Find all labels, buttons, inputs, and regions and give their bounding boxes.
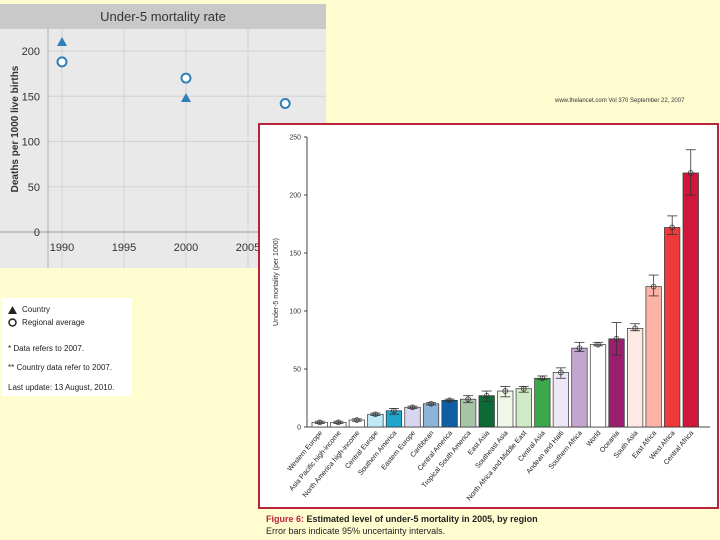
left-point-country: [181, 93, 191, 103]
right-bars: [311, 149, 699, 428]
bar-central-africa: [682, 172, 699, 428]
circle-icon: [8, 318, 17, 328]
right-y-tick-label: 0: [297, 425, 301, 432]
right-y-ticks: 0 50 100 150 200 250: [289, 135, 307, 432]
bar-world: [589, 344, 607, 428]
legend-country-label: Country: [22, 305, 51, 314]
legend-note-1: * Data refers to 2007.: [8, 344, 85, 353]
estimate-point: [372, 411, 379, 418]
right-y-tick-label: 250: [289, 135, 301, 142]
bar-central-asia: [534, 377, 551, 428]
estimate-point: [687, 170, 694, 176]
left-y-tick-label: 200: [22, 46, 40, 58]
figure-caption: Figure 6: Estimated level of under-5 mor…: [266, 514, 538, 537]
legend-note-2: ** Country data refer to 2007.: [8, 363, 113, 372]
estimate-point: [539, 375, 546, 382]
figure-subtitle: Error bars indicate 95% uncertainty inte…: [266, 525, 446, 536]
bar-caribbean: [422, 403, 440, 428]
bar-north-africa-and-middle-east: [515, 388, 532, 428]
left-x-tick-label: 1995: [112, 242, 136, 254]
estimate-point: [632, 325, 638, 332]
bar-south-asia: [627, 328, 644, 428]
left-y-tick-label: 50: [28, 182, 40, 194]
legend-panel: Country Regional average * Data refers t…: [2, 298, 132, 396]
estimate-point: [391, 407, 397, 414]
caption-line-1: Figure 6: Estimated level of under-5 mor…: [266, 514, 538, 526]
x-label-southern-africa: Southern Africa: [548, 430, 584, 471]
estimate-point: [650, 283, 657, 290]
left-x-tick-label: 2005: [236, 242, 260, 254]
estimate-point: [409, 404, 416, 411]
estimate-point: [465, 396, 471, 402]
left-x-tick-label: 2000: [174, 242, 198, 254]
estimate-point: [669, 224, 676, 231]
legend-country: Country: [8, 305, 50, 315]
right-y-tick-label: 150: [289, 251, 301, 258]
estimate-point: [595, 341, 601, 348]
right-chart-frame: 0 50 100 150 200 250 Western Europe Asia Pacif…: [258, 123, 719, 509]
left-y-axis-label: Deaths per 1000 live births: [10, 65, 21, 192]
estimate-point: [354, 417, 360, 423]
figure-label: Figure 6:: [266, 514, 305, 524]
left-point-regional: [180, 72, 192, 84]
left-x-ticks: 1990 1995 2000 2005: [50, 242, 260, 254]
bar-central-america: [441, 399, 458, 428]
left-point-regional: [56, 56, 68, 68]
right-y-tick-label: 50: [293, 367, 301, 374]
right-y-axis-label: Under-5 mortality (per 1000): [273, 238, 280, 326]
right-y-tick-label: 200: [289, 193, 301, 200]
left-points: [56, 36, 291, 109]
left-chart-title-text: Under-5 mortality rate: [100, 9, 226, 24]
estimate-point: [502, 388, 509, 394]
journal-citation: www.thelancet.com Vol 370 September 22, …: [555, 98, 685, 104]
left-point-regional: [279, 97, 291, 109]
estimate-point: [428, 400, 434, 407]
estimate-point: [520, 385, 527, 392]
bar-west-africa: [664, 227, 681, 428]
bar-eastern-europe: [404, 406, 421, 428]
estimate-point: [316, 419, 323, 426]
left-chart-title: Under-5 mortality rate: [0, 4, 326, 29]
legend-regional: Regional average: [8, 318, 85, 328]
x-label-central-europe: Central Europe: [344, 430, 380, 471]
bar-east-africa: [645, 286, 662, 428]
estimate-point: [576, 345, 583, 351]
figure-title: Estimated level of under-5 mortality in …: [306, 514, 538, 524]
right-y-tick-label: 100: [289, 309, 301, 316]
legend-last-update: Last update: 13 August, 2010.: [8, 383, 115, 392]
x-label-world: World: [585, 430, 602, 448]
bar-tropical-south-america: [460, 398, 477, 428]
triangle-icon: [8, 305, 17, 314]
estimate-point: [446, 397, 453, 404]
legend-regional-label: Regional average: [22, 318, 85, 327]
left-point-country: [57, 36, 67, 46]
estimate-point: [613, 336, 620, 342]
bar-andean-and-haiti: [552, 372, 569, 428]
left-y-tick-label: 0: [34, 227, 40, 239]
estimate-point: [558, 369, 564, 376]
estimate-point: [335, 419, 342, 426]
estimate-point: [483, 392, 490, 399]
left-y-tick-label: 150: [22, 91, 40, 103]
left-y-tick-label: 100: [22, 137, 40, 149]
left-y-ticks: 0 50 100 150 200: [22, 46, 40, 239]
left-x-tick-label: 1990: [50, 242, 74, 254]
bar-southern-africa: [571, 347, 588, 428]
bar-central-europe: [367, 413, 384, 428]
